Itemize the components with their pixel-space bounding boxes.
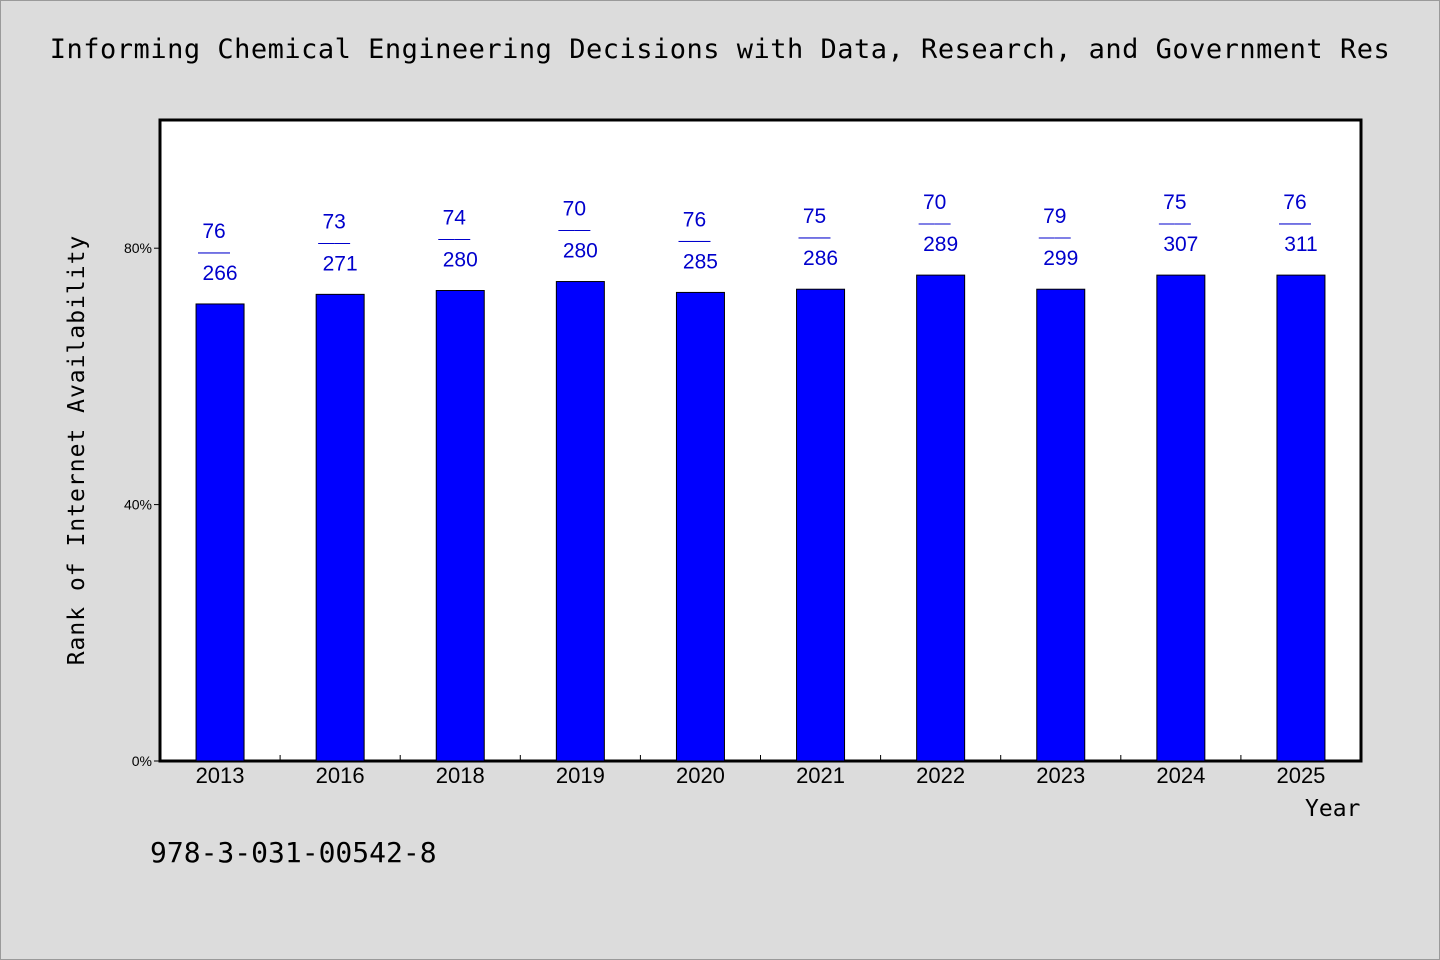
data-label-separator: —— — [919, 215, 951, 232]
data-label-top: 73 — [322, 210, 345, 233]
bar — [1036, 288, 1086, 762]
data-label-separator: —— — [198, 244, 230, 261]
data-label-bottom: 286 — [803, 247, 838, 270]
data-label-bottom: 299 — [1043, 247, 1078, 270]
data-label-bottom: 289 — [923, 233, 958, 256]
data-label-top: 75 — [1163, 191, 1186, 214]
x-axis-ticks: 2013 2016 2018 2019 2020 2021 2022 2023 2024 2025 — [196, 755, 1325, 788]
x-tick-label: 2023 — [1036, 763, 1085, 788]
x-tick-label: 2025 — [1276, 763, 1325, 788]
data-label-bottom: 271 — [323, 252, 358, 275]
x-axis-label: Year — [1305, 796, 1361, 822]
data-label-separator: —— — [438, 231, 470, 248]
bar — [1276, 274, 1326, 762]
y-axis-ticks: 0% 40% 80% — [124, 240, 160, 769]
y-tick-label: 0% — [132, 753, 152, 769]
bar — [435, 290, 485, 762]
data-label-separator: —— — [1279, 215, 1311, 232]
y-tick-label: 40% — [124, 497, 152, 513]
bar — [796, 288, 846, 762]
data-label-separator: —— — [799, 229, 831, 246]
data-label-bottom: 311 — [1284, 233, 1317, 256]
data-label-separator: —— — [318, 234, 350, 251]
x-tick-label: 2021 — [796, 763, 845, 788]
x-tick-label: 2020 — [676, 763, 725, 788]
data-label-separator: —— — [1039, 229, 1071, 246]
data-label-separator: —— — [678, 232, 710, 249]
data-label-top: 76 — [683, 208, 706, 231]
x-tick-label: 2024 — [1156, 763, 1205, 788]
data-label-top: 75 — [803, 205, 826, 228]
x-tick-label: 2013 — [196, 763, 245, 788]
x-tick-label: 2018 — [436, 763, 485, 788]
data-label-bottom: 266 — [203, 262, 238, 285]
data-label-top: 76 — [1283, 191, 1306, 214]
data-label-bottom: 280 — [563, 240, 598, 263]
x-tick-label: 2016 — [316, 763, 365, 788]
data-label-top: 70 — [923, 191, 946, 214]
data-label-top: 74 — [443, 207, 467, 230]
data-label-separator: —— — [558, 222, 590, 239]
bar — [1156, 274, 1206, 762]
data-label-top: 70 — [563, 198, 586, 221]
x-tick-label: 2022 — [916, 763, 965, 788]
bar — [675, 291, 725, 762]
bar — [315, 293, 365, 762]
data-label-top: 76 — [202, 220, 225, 243]
bar — [916, 274, 966, 762]
data-label-bottom: 285 — [683, 250, 718, 273]
y-axis-label: Rank of Internet Availability — [64, 234, 90, 666]
data-labels-group: 76——26673——27174——28070——28076——28575——2… — [198, 191, 1318, 285]
data-label-bottom: 280 — [443, 249, 478, 272]
x-tick-label: 2019 — [556, 763, 605, 788]
data-label-bottom: 307 — [1163, 233, 1198, 256]
bar — [555, 281, 605, 762]
data-label-separator: —— — [1159, 215, 1191, 232]
chart-title: Informing Chemical Engineering Decisions… — [49, 34, 1391, 65]
bar — [195, 303, 245, 762]
y-tick-label: 80% — [124, 240, 152, 256]
bars-group — [195, 274, 1326, 762]
data-label-top: 79 — [1043, 205, 1066, 228]
footer-text: 978-3-031-00542-8 — [150, 836, 437, 869]
